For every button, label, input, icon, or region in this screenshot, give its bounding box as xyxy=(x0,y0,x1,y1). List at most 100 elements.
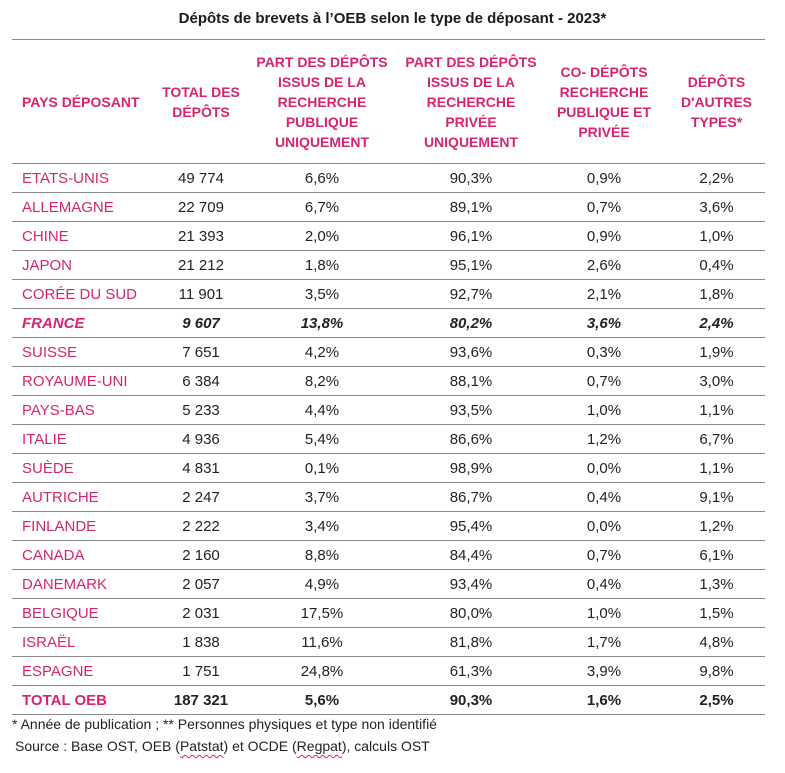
cell-country: ALLEMAGNE xyxy=(22,198,114,216)
cell-other-types: 1,1% xyxy=(699,459,734,477)
cell-country: FINLANDE xyxy=(22,517,97,535)
cell-public-only: 6,7% xyxy=(304,198,340,216)
cell-total: 9 607 xyxy=(182,314,220,332)
header-row: PAYS DÉPOSANT TOTAL DES DÉPÔTS PART DES … xyxy=(12,39,765,164)
cell-private-only: 89,1% xyxy=(449,198,493,216)
cell-co-deposits: 1,0% xyxy=(586,604,622,622)
cell-co-deposits: 0,9% xyxy=(586,227,622,245)
cell-total: 1 838 xyxy=(182,633,220,651)
cell-co-deposits: 0,4% xyxy=(586,575,622,593)
cell-total: 4 831 xyxy=(182,459,220,477)
cell-co-deposits: 0,3% xyxy=(586,343,622,361)
cell-other-types: 9,8% xyxy=(699,662,734,680)
cell-private-only: 84,4% xyxy=(449,546,493,564)
cell-public-only: 5,4% xyxy=(304,430,340,448)
cell-total: 7 651 xyxy=(182,343,220,361)
cell-total: 5 233 xyxy=(182,401,220,419)
table-row: SUÈDE 4 831 0,1% 98,9% 0,0% 1,1% xyxy=(12,454,765,483)
cell-total: 21 212 xyxy=(178,256,224,274)
header-other-types: DÉPÔTS D'AUTRES TYPES* xyxy=(681,73,752,130)
cell-public-only: 4,4% xyxy=(304,401,340,419)
table-title: Dépôts de brevets à l’OEB selon le type … xyxy=(178,10,607,27)
header-co-deposits: CO- DÉPÔTS RECHERCHE PUBLIQUE ET PRIVÉE xyxy=(556,63,652,140)
cell-country: SUÈDE xyxy=(22,459,74,477)
cell-co-deposits: 0,0% xyxy=(586,459,622,477)
cell-other-types: 1,8% xyxy=(699,285,734,303)
cell-other-types: 1,5% xyxy=(699,604,734,622)
cell-private-only: 96,1% xyxy=(449,227,493,245)
cell-public-only: 8,2% xyxy=(304,372,340,390)
cell-private-only: 86,7% xyxy=(449,488,493,506)
cell-co-deposits: 0,4% xyxy=(586,488,622,506)
cell-private-only: 95,1% xyxy=(449,256,493,274)
cell-country: CANADA xyxy=(22,546,85,564)
cell-co-deposits: 1,7% xyxy=(586,633,622,651)
cell-public-only: 17,5% xyxy=(300,604,344,622)
table-total-row: TOTAL OEB 187 321 5,6% 90,3% 1,6% 2,5% xyxy=(12,686,765,715)
cell-total: 49 774 xyxy=(178,169,224,187)
cell-co-deposits: 3,6% xyxy=(586,314,622,332)
cell-other-types: 1,9% xyxy=(699,343,734,361)
cell-country: PAYS-BAS xyxy=(22,401,95,419)
cell-total: 187 321 xyxy=(173,691,229,709)
cell-co-deposits: 1,0% xyxy=(586,401,622,419)
table-row: CHINE 21 393 2,0% 96,1% 0,9% 1,0% xyxy=(12,222,765,251)
cell-country: BELGIQUE xyxy=(22,604,99,622)
cell-country: ROYAUME-UNI xyxy=(22,372,128,390)
cell-other-types: 9,1% xyxy=(699,488,734,506)
cell-country: ITALIE xyxy=(22,430,67,448)
cell-country: TOTAL OEB xyxy=(22,691,108,709)
cell-country: CHINE xyxy=(22,227,69,245)
table-row: SUISSE 7 651 4,2% 93,6% 0,3% 1,9% xyxy=(12,338,765,367)
cell-private-only: 81,8% xyxy=(449,633,493,651)
cell-public-only: 2,0% xyxy=(304,227,340,245)
cell-co-deposits: 1,2% xyxy=(586,430,622,448)
cell-total: 6 384 xyxy=(182,372,220,390)
cell-co-deposits: 3,9% xyxy=(586,662,622,680)
table-row: ESPAGNE 1 751 24,8% 61,3% 3,9% 9,8% xyxy=(12,657,765,686)
cell-private-only: 90,3% xyxy=(449,691,493,709)
table-row: FINLANDE 2 222 3,4% 95,4% 0,0% 1,2% xyxy=(12,512,765,541)
cell-total: 2 031 xyxy=(182,604,220,622)
source-regpat: Regpat xyxy=(296,738,342,754)
cell-other-types: 1,1% xyxy=(699,401,734,419)
cell-private-only: 80,0% xyxy=(449,604,493,622)
table-row-highlighted: FRANCE 9 607 13,8% 80,2% 3,6% 2,4% xyxy=(12,309,765,338)
table-row: CANADA 2 160 8,8% 84,4% 0,7% 6,1% xyxy=(12,541,765,570)
table-row: ROYAUME-UNI 6 384 8,2% 88,1% 0,7% 3,0% xyxy=(12,367,765,396)
table-row: BELGIQUE 2 031 17,5% 80,0% 1,0% 1,5% xyxy=(12,599,765,628)
cell-private-only: 92,7% xyxy=(449,285,493,303)
cell-public-only: 3,5% xyxy=(304,285,340,303)
cell-country: ISRAËL xyxy=(22,633,76,651)
cell-other-types: 1,3% xyxy=(699,575,734,593)
cell-private-only: 80,2% xyxy=(449,314,493,332)
cell-public-only: 5,6% xyxy=(304,691,340,709)
cell-country: ETATS-UNIS xyxy=(22,169,109,187)
cell-country: DANEMARK xyxy=(22,575,108,593)
cell-public-only: 3,7% xyxy=(304,488,340,506)
cell-total: 2 057 xyxy=(182,575,220,593)
cell-public-only: 4,2% xyxy=(304,343,340,361)
cell-co-deposits: 2,1% xyxy=(586,285,622,303)
cell-private-only: 93,6% xyxy=(449,343,493,361)
cell-private-only: 95,4% xyxy=(449,517,493,535)
cell-public-only: 3,4% xyxy=(304,517,340,535)
table-row: CORÉE DU SUD 11 901 3,5% 92,7% 2,1% 1,8% xyxy=(12,280,765,309)
cell-co-deposits: 2,6% xyxy=(586,256,622,274)
cell-total: 1 751 xyxy=(182,662,220,680)
source-mid: ) et OCDE ( xyxy=(223,738,297,754)
cell-total: 2 160 xyxy=(182,546,220,564)
header-country: PAYS DÉPOSANT xyxy=(22,93,140,110)
cell-other-types: 6,7% xyxy=(699,430,734,448)
cell-public-only: 6,6% xyxy=(304,169,340,187)
cell-private-only: 86,6% xyxy=(449,430,493,448)
table-row: DANEMARK 2 057 4,9% 93,4% 0,4% 1,3% xyxy=(12,570,765,599)
cell-other-types: 1,2% xyxy=(699,517,734,535)
table-row: ITALIE 4 936 5,4% 86,6% 1,2% 6,7% xyxy=(12,425,765,454)
cell-private-only: 90,3% xyxy=(449,169,493,187)
cell-public-only: 0,1% xyxy=(304,459,340,477)
cell-total: 4 936 xyxy=(182,430,220,448)
cell-private-only: 98,9% xyxy=(449,459,493,477)
cell-total: 21 393 xyxy=(178,227,224,245)
header-public-only: PART DES DÉPÔTS ISSUS DE LA RECHERCHE PU… xyxy=(256,53,388,150)
